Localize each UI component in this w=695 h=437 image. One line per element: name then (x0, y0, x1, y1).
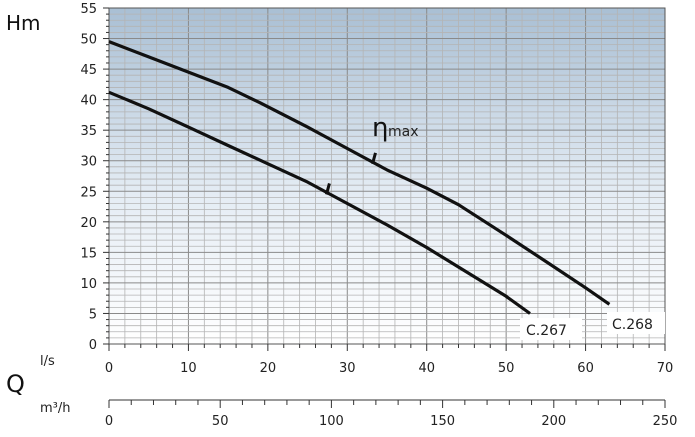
x-tick-label: 10 (180, 361, 197, 376)
series-label-bg-c268 (607, 312, 665, 334)
y-tick-label: 20 (80, 216, 97, 231)
curve-c268 (108, 40, 611, 306)
x-axis-symbol: Q (6, 370, 25, 398)
y-tick-label: 40 (80, 94, 97, 109)
y-tick-label: 50 (80, 33, 97, 48)
eta-max-marker (371, 152, 377, 165)
plot-area (109, 8, 665, 344)
x-tick-label: 50 (498, 361, 515, 376)
curves (108, 40, 611, 315)
y-tick-label: 45 (80, 63, 97, 78)
x2-tick-label: 100 (319, 414, 344, 429)
x-tick-label: 40 (418, 361, 435, 376)
y-tick-label: 25 (80, 185, 97, 200)
series-label-bg-c267 (520, 318, 582, 340)
x2-tick-label: 0 (105, 414, 113, 429)
x2-tick-label: 50 (212, 414, 229, 429)
axes (103, 7, 666, 408)
y-tick-label: 35 (80, 124, 97, 139)
efficiency-label: η max (372, 113, 419, 143)
x-tick-label: 20 (260, 361, 277, 376)
y-tick-label: 30 (80, 155, 97, 170)
series-label-c267: C.267 (526, 323, 567, 339)
x-tick-label: 0 (105, 361, 113, 376)
eta-symbol: η (372, 113, 388, 143)
y-tick-label: 5 (89, 307, 97, 322)
x2-tick-label: 200 (541, 414, 566, 429)
x-unit-primary: l/s (40, 354, 55, 369)
y-axis-label: Hm (6, 11, 41, 35)
x2-tick-label: 250 (653, 414, 678, 429)
y-tick-label: 15 (80, 246, 97, 261)
plot-border (108, 7, 666, 345)
eta-max-marker (324, 183, 331, 195)
x2-tick-label: 150 (430, 414, 455, 429)
eta-max-text: max (388, 124, 419, 140)
y-tick-label: 0 (89, 338, 97, 353)
y-tick-label: 10 (80, 277, 97, 292)
series-label-c268: C.268 (612, 317, 653, 333)
y-tick-label: 55 (80, 2, 97, 17)
tick-labels: 0 10 20 30 40 50 60 70 0 5 10 15 20 25 30 35 40 45 50 55 0 50… (80, 2, 677, 429)
x-unit-secondary: m³/h (40, 401, 71, 416)
x-tick-label: 30 (339, 361, 356, 376)
x-tick-label: 60 (577, 361, 594, 376)
x-tick-label: 70 (657, 361, 674, 376)
